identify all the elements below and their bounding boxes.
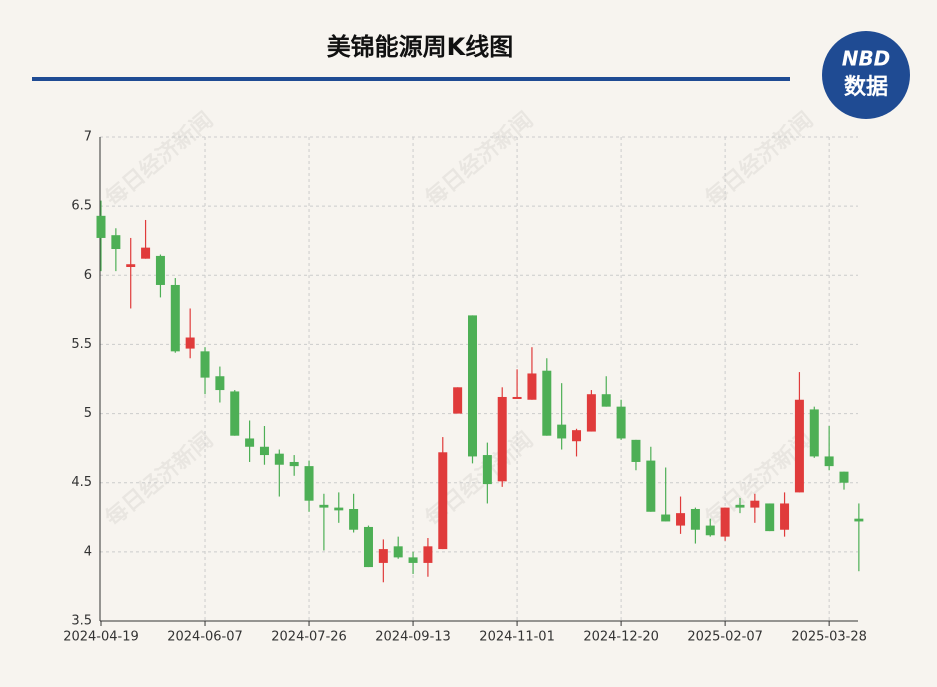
candle-body (557, 424, 567, 439)
candle-body (750, 500, 760, 508)
y-tick-label: 4.5 (71, 475, 92, 490)
candle-body (378, 549, 388, 563)
candle-body (586, 394, 596, 432)
candle-body (601, 394, 611, 407)
candle-body (690, 508, 700, 530)
candle-body (438, 452, 448, 550)
candle-body (824, 456, 834, 467)
candle-body (468, 315, 477, 457)
candle-body (631, 439, 641, 462)
candle-body (735, 504, 745, 508)
candle-body (126, 264, 136, 267)
candle-body (646, 460, 656, 512)
candle-body (839, 471, 849, 483)
candle-body (155, 255, 165, 285)
y-tick-label: 7 (84, 130, 92, 145)
y-tick-label: 3.5 (71, 614, 92, 629)
title-rule (32, 77, 790, 81)
candle-body (141, 247, 151, 259)
candle-body (661, 514, 671, 522)
candle-body (780, 503, 790, 530)
candle-body (304, 466, 314, 501)
candle-body (319, 504, 329, 508)
candle-body (393, 546, 403, 558)
candle-body (794, 399, 804, 493)
candle-body (482, 455, 492, 485)
candle-body (274, 453, 284, 465)
candle-body (334, 507, 344, 511)
candle-body (453, 387, 463, 414)
candle-body (408, 557, 418, 563)
candle-body (200, 351, 210, 378)
candle-body (349, 508, 359, 530)
candle-body (512, 396, 522, 399)
logo-circle (822, 31, 910, 119)
candle-body (765, 503, 775, 532)
x-tick-label: 2024-04-19 (63, 630, 139, 645)
candle-body (705, 525, 715, 536)
y-tick-label: 6 (84, 268, 92, 283)
logo-bottom: 数据 (844, 74, 888, 100)
x-tick-label: 2024-11-01 (479, 630, 555, 645)
logo-top: NBD (842, 47, 891, 71)
y-tick-label: 6.5 (71, 199, 92, 214)
x-tick-label: 2025-03-28 (791, 630, 867, 645)
candle-body (809, 409, 819, 457)
candle-body (230, 391, 240, 436)
candle-body (185, 337, 195, 349)
candle-body (854, 518, 864, 522)
x-tick-label: 2024-09-13 (375, 630, 451, 645)
candle-body (423, 546, 433, 563)
candle-body (676, 513, 686, 526)
y-tick-label: 5.5 (71, 337, 92, 352)
candle-body (527, 373, 537, 400)
candle-body (289, 461, 299, 467)
candle-body (497, 396, 507, 482)
candle-body (720, 507, 730, 537)
y-tick-label: 4 (84, 544, 92, 559)
chart-title: 美锦能源周K线图 (327, 33, 514, 61)
x-tick-label: 2025-02-07 (687, 630, 763, 645)
candle-body (616, 406, 626, 439)
candle-body (245, 438, 255, 447)
candle-body (215, 376, 225, 391)
y-tick-label: 5 (84, 406, 92, 421)
candle-body (363, 526, 373, 568)
candle-body (111, 235, 121, 250)
x-tick-label: 2024-06-07 (167, 630, 243, 645)
candle-body (572, 430, 582, 442)
x-tick-label: 2024-07-26 (271, 630, 347, 645)
candle-body (96, 215, 106, 238)
candle-body (542, 370, 552, 436)
candle-body (259, 446, 269, 456)
candle-body (170, 284, 180, 352)
x-tick-label: 2024-12-20 (583, 630, 659, 645)
